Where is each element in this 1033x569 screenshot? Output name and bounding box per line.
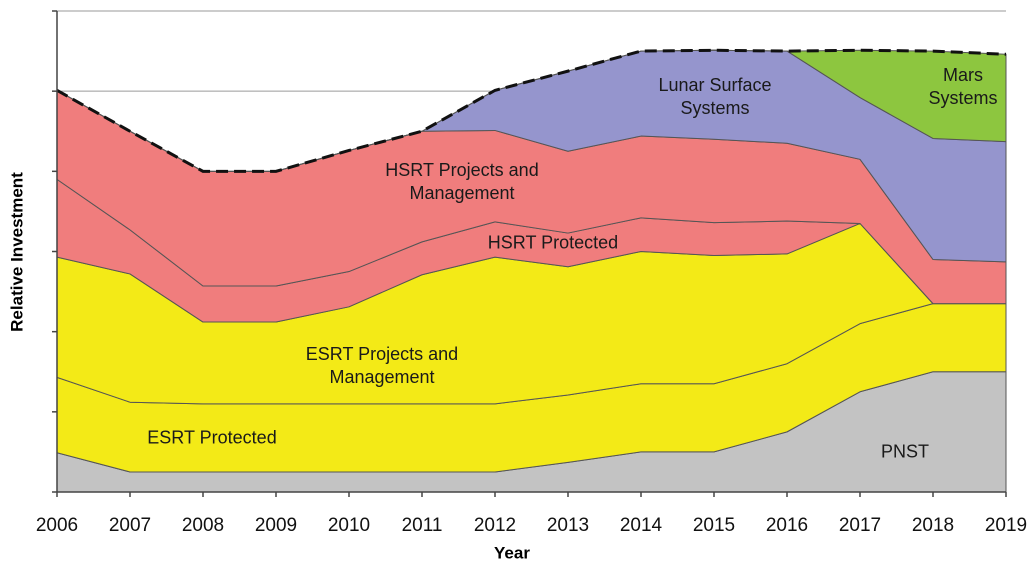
series-label: HSRT Protected xyxy=(487,232,619,253)
x-tick-label: 2007 xyxy=(109,515,151,536)
x-tick-label: 2015 xyxy=(693,515,735,536)
x-axis-label: Year xyxy=(494,543,530,562)
x-tick-label: 2019 xyxy=(985,515,1027,536)
x-tick-label: 2011 xyxy=(402,515,443,536)
x-tick-label: 2012 xyxy=(474,515,516,536)
x-tick-label: 2013 xyxy=(547,515,589,536)
series-label: ESRT Protected xyxy=(147,427,277,448)
y-axis-label: Relative Investment xyxy=(7,172,26,332)
x-tick-label: 2006 xyxy=(36,515,78,536)
x-tick-label: 2014 xyxy=(620,515,663,536)
total-outline xyxy=(56,48,1007,173)
series-label: PNST xyxy=(880,441,929,462)
x-tick-label: 2018 xyxy=(912,515,954,536)
x-tick-label: 2009 xyxy=(255,515,297,536)
x-tick-label: 2010 xyxy=(328,515,370,536)
series-label: Mars Systems xyxy=(928,65,998,108)
series-label: Lunar Surface Systems xyxy=(658,75,772,118)
series-label: HSRT Projects and Management xyxy=(385,160,539,203)
x-tick-label: 2008 xyxy=(182,515,224,536)
x-tick-label: 2017 xyxy=(839,515,881,536)
x-tick-label: 2016 xyxy=(766,515,808,536)
series-label: ESRT Projects and Management xyxy=(305,344,459,387)
